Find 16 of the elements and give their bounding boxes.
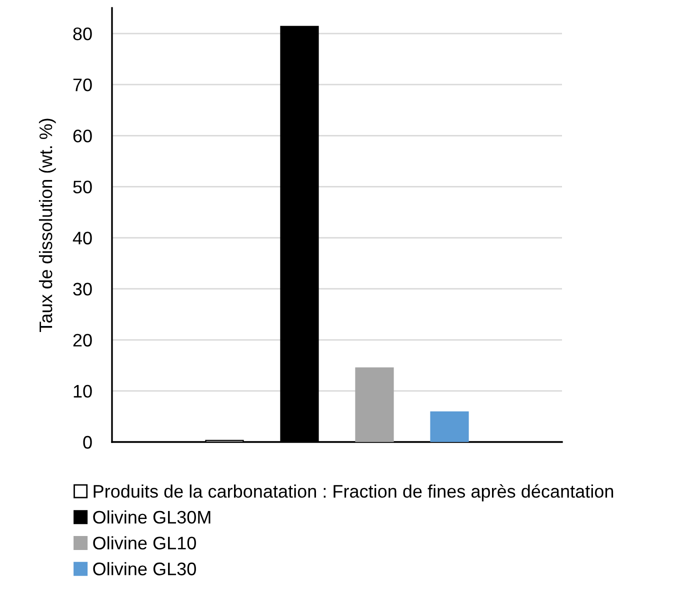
bar: [355, 367, 394, 442]
legend-label: Olivine GL30M: [93, 510, 210, 524]
y-tick-label: 50: [73, 180, 92, 194]
legend-label: Olivine GL10: [93, 536, 196, 550]
bar: [430, 411, 469, 442]
legend-label: Produits de la carbonatation : Fraction de fines après décantation: [94, 484, 614, 502]
y-tick-label: 30: [73, 282, 92, 296]
y-tick-label: 60: [73, 130, 92, 142]
y-tick-label: 80: [73, 27, 92, 40]
y-tick-label: 20: [73, 334, 92, 347]
y-tick-label: 70: [73, 78, 92, 92]
y-tick-label: 10: [74, 384, 92, 398]
y-tick-label: 0: [83, 436, 92, 449]
y-tick-label: 40: [72, 232, 92, 244]
legend-label: Olivine GL30: [93, 562, 196, 576]
y-axis-title: Taux de dissolution (wt. %): [38, 118, 56, 332]
